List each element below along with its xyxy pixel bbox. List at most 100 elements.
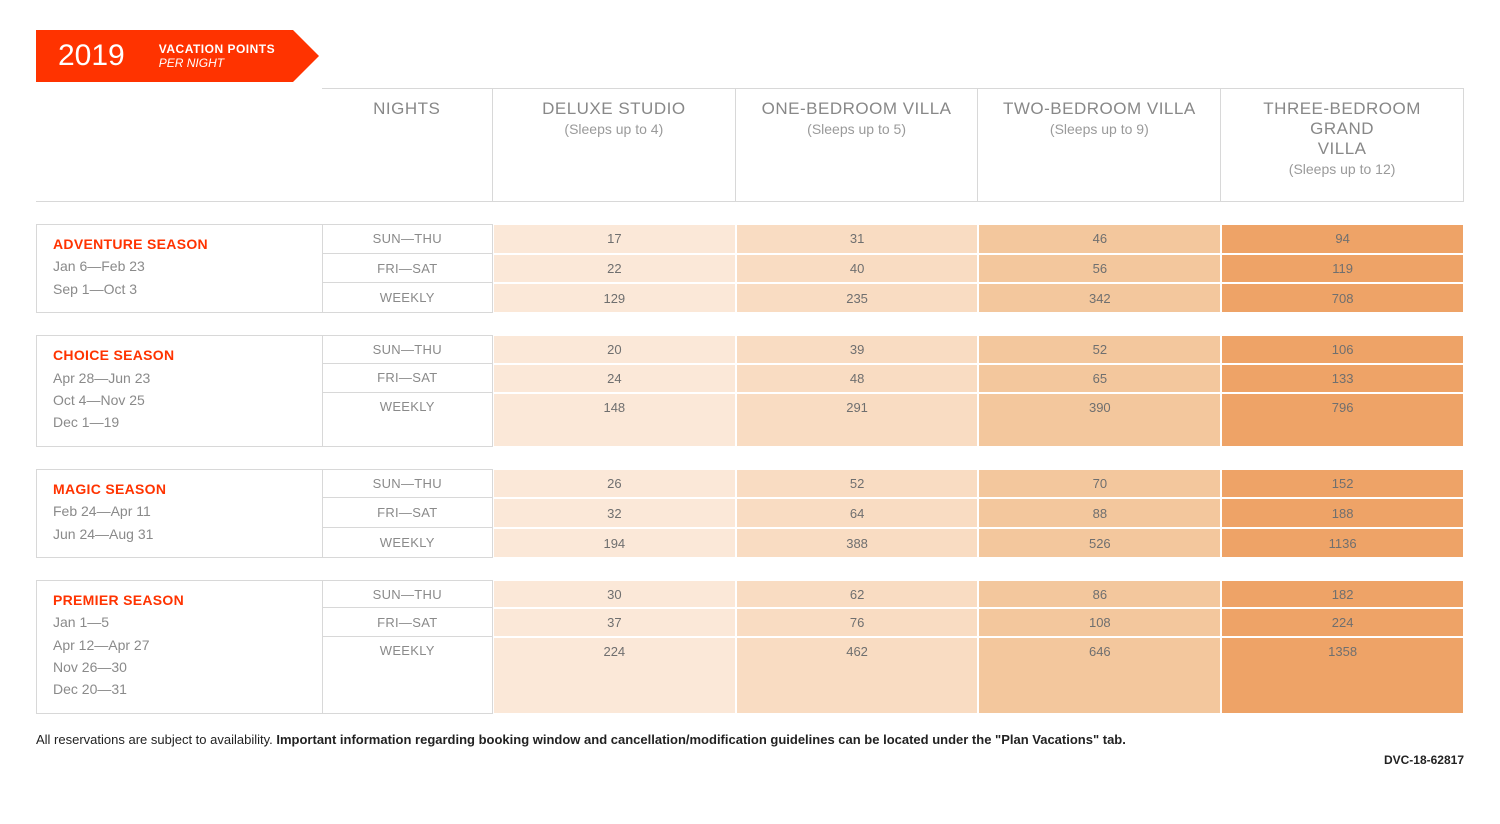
season-row: ADVENTURE SEASONJan 6—Feb 23Sep 1—Oct 3S…: [36, 224, 1464, 254]
points-table: NIGHTS DELUXE STUDIO (Sleeps up to 4) ONE-…: [36, 88, 1464, 714]
value-cell: 796: [1221, 393, 1464, 447]
value-cell: 40: [736, 254, 979, 284]
table-head: NIGHTS DELUXE STUDIO (Sleeps up to 4) ONE-…: [36, 88, 1464, 202]
value-cell: 388: [736, 528, 979, 558]
value-cell: 182: [1221, 580, 1464, 608]
header-nights: NIGHTS: [322, 88, 493, 202]
value-cell: 39: [736, 335, 979, 364]
season-date-0-1: Sep 1—Oct 3: [53, 278, 310, 300]
season-date-2-1: Jun 24—Aug 31: [53, 523, 310, 545]
season-name-2: MAGIC SEASON: [53, 478, 310, 500]
header-room-2: TWO-BEDROOM VILLA (Sleeps up to 9): [978, 88, 1221, 202]
banner-subtitle: VACATION POINTS PER NIGHT: [147, 30, 293, 82]
value-cell: 46: [978, 224, 1221, 254]
header-room-0: DELUXE STUDIO (Sleeps up to 4): [493, 88, 736, 202]
value-cell: 22: [493, 254, 736, 284]
gap-row: [36, 558, 1464, 580]
nights-cell: FRI—SAT: [322, 364, 493, 393]
season-date-2-0: Feb 24—Apr 11: [53, 500, 310, 522]
season-row: MAGIC SEASONFeb 24—Apr 11Jun 24—Aug 31SU…: [36, 469, 1464, 499]
gap-row: [36, 447, 1464, 469]
header-nights-label: NIGHTS: [373, 99, 440, 118]
banner-line2: PER NIGHT: [159, 56, 275, 70]
season-name-0: ADVENTURE SEASON: [53, 233, 310, 255]
value-cell: 76: [736, 608, 979, 636]
season-date-3-2: Nov 26—30: [53, 656, 310, 678]
nights-cell: FRI—SAT: [322, 608, 493, 636]
value-cell: 52: [736, 469, 979, 499]
value-cell: 31: [736, 224, 979, 254]
nights-cell: WEEKLY: [322, 637, 493, 714]
value-cell: 64: [736, 498, 979, 528]
season-cell-0: ADVENTURE SEASONJan 6—Feb 23Sep 1—Oct 3: [36, 224, 322, 313]
header-empty: [36, 88, 322, 202]
season-name-3: PREMIER SEASON: [53, 589, 310, 611]
value-cell: 390: [978, 393, 1221, 447]
value-cell: 108: [978, 608, 1221, 636]
gap-row: [36, 202, 1464, 224]
season-cell-3: PREMIER SEASONJan 1—5Apr 12—Apr 27Nov 26…: [36, 580, 322, 714]
value-cell: 65: [978, 364, 1221, 393]
header-room-title-2: TWO-BEDROOM VILLA: [1003, 99, 1196, 118]
season-row: CHOICE SEASONApr 28—Jun 23Oct 4—Nov 25De…: [36, 335, 1464, 364]
header-room-sub-0: (Sleeps up to 4): [501, 121, 727, 137]
value-cell: 20: [493, 335, 736, 364]
season-date-1-2: Dec 1—19: [53, 411, 310, 433]
season-cell-1: CHOICE SEASONApr 28—Jun 23Oct 4—Nov 25De…: [36, 335, 322, 447]
value-cell: 70: [978, 469, 1221, 499]
value-cell: 462: [736, 637, 979, 714]
value-cell: 86: [978, 580, 1221, 608]
header-room-sub-1: (Sleeps up to 5): [744, 121, 970, 137]
season-name-1: CHOICE SEASON: [53, 344, 310, 366]
header-room-sub-2: (Sleeps up to 9): [986, 121, 1212, 137]
value-cell: 133: [1221, 364, 1464, 393]
value-cell: 52: [978, 335, 1221, 364]
nights-cell: SUN—THU: [322, 335, 493, 364]
value-cell: 94: [1221, 224, 1464, 254]
header-room-title-0: DELUXE STUDIO: [542, 99, 685, 118]
value-cell: 17: [493, 224, 736, 254]
value-cell: 37: [493, 608, 736, 636]
value-cell: 26: [493, 469, 736, 499]
header-room-title-1: ONE-BEDROOM VILLA: [762, 99, 952, 118]
value-cell: 235: [736, 283, 979, 313]
value-cell: 30: [493, 580, 736, 608]
table-body: ADVENTURE SEASONJan 6—Feb 23Sep 1—Oct 3S…: [36, 202, 1464, 714]
nights-cell: SUN—THU: [322, 580, 493, 608]
season-date-1-0: Apr 28—Jun 23: [53, 367, 310, 389]
banner-arrow-shape: [293, 30, 319, 82]
value-cell: 224: [1221, 608, 1464, 636]
value-cell: 62: [736, 580, 979, 608]
header-room-3: THREE-BEDROOM GRANDVILLA (Sleeps up to 12…: [1221, 88, 1464, 202]
value-cell: 646: [978, 637, 1221, 714]
value-cell: 56: [978, 254, 1221, 284]
year-box: 2019: [36, 30, 147, 82]
value-cell: 119: [1221, 254, 1464, 284]
value-cell: 194: [493, 528, 736, 558]
nights-cell: WEEKLY: [322, 528, 493, 558]
footer-bold: Important information regarding booking …: [276, 732, 1125, 747]
header-room-title-3: THREE-BEDROOM GRANDVILLA: [1263, 99, 1421, 158]
season-date-3-0: Jan 1—5: [53, 611, 310, 633]
value-cell: 1136: [1221, 528, 1464, 558]
value-cell: 106: [1221, 335, 1464, 364]
points-chart: NIGHTS DELUXE STUDIO (Sleeps up to 4) ONE-…: [36, 88, 1464, 714]
value-cell: 48: [736, 364, 979, 393]
header-room-sub-3: (Sleeps up to 12): [1229, 161, 1455, 177]
season-cell-2: MAGIC SEASONFeb 24—Apr 11Jun 24—Aug 31: [36, 469, 322, 558]
value-cell: 88: [978, 498, 1221, 528]
value-cell: 291: [736, 393, 979, 447]
season-date-3-1: Apr 12—Apr 27: [53, 634, 310, 656]
footer-plain: All reservations are subject to availabi…: [36, 732, 276, 747]
value-cell: 188: [1221, 498, 1464, 528]
banner-line1: VACATION POINTS: [159, 42, 275, 56]
nights-cell: FRI—SAT: [322, 254, 493, 284]
header-room-1: ONE-BEDROOM VILLA (Sleeps up to 5): [736, 88, 979, 202]
season-row: PREMIER SEASONJan 1—5Apr 12—Apr 27Nov 26…: [36, 580, 1464, 608]
nights-cell: SUN—THU: [322, 469, 493, 499]
gap-row: [36, 313, 1464, 335]
value-cell: 32: [493, 498, 736, 528]
value-cell: 152: [1221, 469, 1464, 499]
season-date-1-1: Oct 4—Nov 25: [53, 389, 310, 411]
nights-cell: WEEKLY: [322, 283, 493, 313]
